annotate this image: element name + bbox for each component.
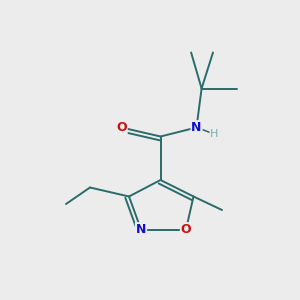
Text: N: N bbox=[191, 121, 202, 134]
Text: H: H bbox=[210, 129, 219, 139]
Text: O: O bbox=[116, 121, 127, 134]
Text: N: N bbox=[136, 223, 146, 236]
Text: O: O bbox=[181, 223, 191, 236]
